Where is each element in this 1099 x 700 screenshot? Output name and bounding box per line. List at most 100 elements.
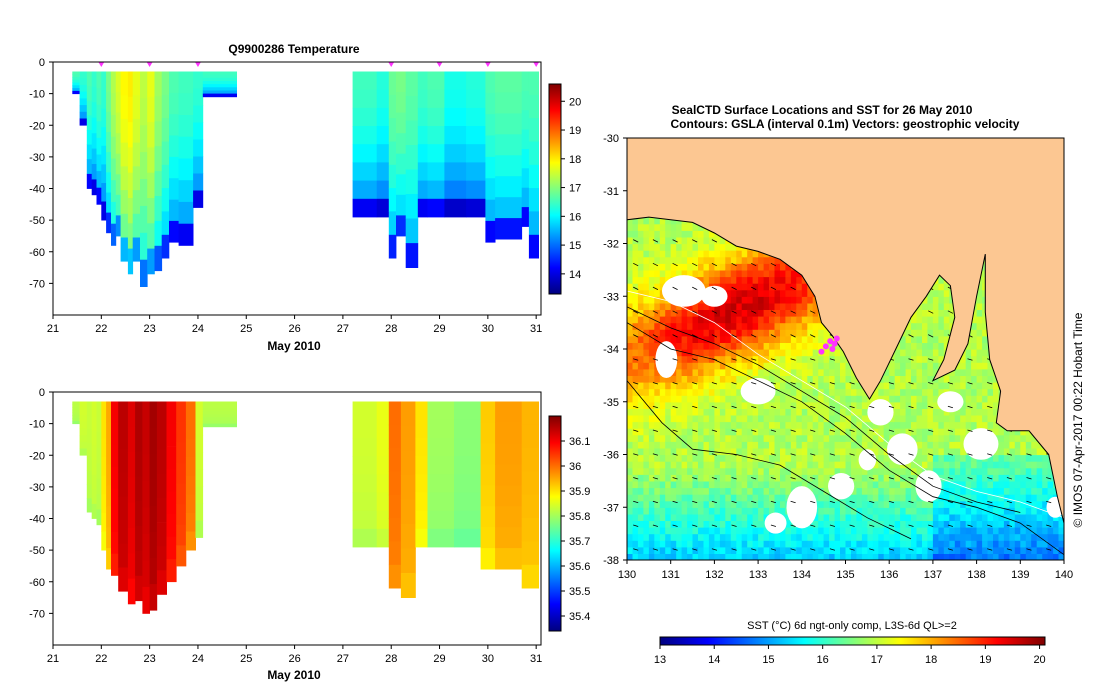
profile-cell [521, 494, 539, 519]
sst-pixel [643, 236, 650, 245]
colorbar-tick-label: 18 [569, 154, 581, 166]
sst-pixel [692, 480, 699, 489]
sst-pixel [790, 546, 797, 554]
sst-pixel [719, 250, 726, 258]
sst-pixel [840, 441, 847, 449]
sst-pixel [971, 494, 978, 502]
sst-pixel [911, 408, 918, 416]
sst-pixel [889, 513, 896, 521]
profile-cell [132, 190, 141, 215]
sst-pixel [747, 447, 754, 456]
profile-cell [111, 553, 119, 576]
profile-cell [127, 198, 134, 224]
profile-cell [427, 144, 445, 163]
sst-pixel [725, 368, 732, 376]
profile-cell [72, 407, 80, 411]
sst-pixel [654, 401, 661, 409]
y-tick-label: -20 [29, 120, 45, 132]
profile-cell [202, 417, 237, 421]
profile-cell [86, 429, 92, 444]
sst-pixel [769, 256, 776, 264]
profile-marker [436, 62, 443, 67]
velocity-vector [751, 358, 757, 361]
velocity-vector [652, 477, 659, 480]
sst-pixel [643, 223, 650, 231]
sst-pixel [1053, 546, 1060, 554]
sst-pixel [725, 467, 732, 475]
sst-pixel [889, 428, 896, 436]
sst-pixel [752, 316, 759, 324]
sst-pixel [747, 546, 754, 554]
sst-pixel [659, 250, 666, 258]
sst-pixel [643, 461, 650, 469]
profile-cell [79, 98, 88, 106]
sst-pixel [725, 500, 732, 508]
sst-pixel [872, 527, 879, 535]
profile-cell [140, 98, 148, 126]
sst-pixel [643, 447, 650, 456]
profile-cell [106, 172, 112, 193]
sst-pixel [845, 421, 852, 429]
sst-pixel [736, 382, 743, 390]
sst-pixel [796, 414, 803, 423]
sst-pixel [670, 546, 677, 554]
sst-pixel [736, 276, 743, 284]
sst-pixel [905, 329, 912, 337]
sst-pixel [676, 480, 683, 489]
sst-pixel [780, 507, 787, 515]
sst-pixel [1036, 546, 1043, 554]
sst-pixel [665, 401, 672, 409]
profile-cell [415, 456, 428, 475]
profile-cell [72, 420, 80, 425]
sst-pixel [681, 316, 688, 324]
sst-pixel [681, 342, 688, 350]
sst-pixel [719, 395, 726, 403]
sst-pixel [1031, 553, 1038, 560]
sst-pixel [829, 447, 836, 456]
sst-pixel [867, 533, 874, 541]
profile-cell [480, 527, 496, 549]
sst-pixel [780, 421, 787, 429]
salinity-x-label: May 2010 [267, 668, 321, 682]
sst-pixel [648, 368, 655, 376]
sst-pixel [927, 349, 934, 357]
sst-pixel [938, 388, 945, 396]
profile-cell [521, 541, 539, 566]
sst-pixel [725, 375, 732, 383]
sst-pixel [889, 507, 896, 515]
sst-pixel [670, 263, 677, 271]
sst-pixel [708, 342, 715, 350]
y-tick-label: -40 [29, 184, 45, 196]
sst-pixel [648, 269, 655, 278]
sst-pixel [730, 487, 737, 495]
sst-pixel [900, 414, 907, 423]
sst-pixel [993, 527, 1000, 535]
sst-pixel [725, 428, 732, 436]
sst-pixel [785, 289, 792, 297]
profile-cell [495, 464, 523, 486]
sst-pixel [692, 507, 699, 515]
sst-pixel [648, 527, 655, 535]
sst-pixel [730, 421, 737, 429]
sst-pixel [714, 454, 721, 462]
sst-pixel [747, 269, 754, 278]
sst-pixel [993, 500, 1000, 508]
sst-pixel [796, 388, 803, 396]
sst-pixel [714, 382, 721, 390]
profile-cell [396, 174, 407, 196]
sst-pixel [872, 447, 879, 456]
sst-pixel [818, 434, 825, 442]
sst-pixel [665, 382, 672, 390]
profile-cell [154, 171, 163, 197]
sst-pixel [1014, 533, 1021, 541]
sst-pixel [637, 316, 644, 324]
profile-cell [72, 74, 80, 78]
sst-pixel [703, 302, 710, 310]
sst-pixel [692, 553, 699, 560]
sst-pixel [927, 335, 934, 343]
sst-pixel [769, 414, 776, 423]
sst-pixel [719, 461, 726, 469]
sst-pixel [845, 513, 852, 521]
sst-pixel [687, 507, 694, 515]
sst-pixel [774, 375, 781, 383]
